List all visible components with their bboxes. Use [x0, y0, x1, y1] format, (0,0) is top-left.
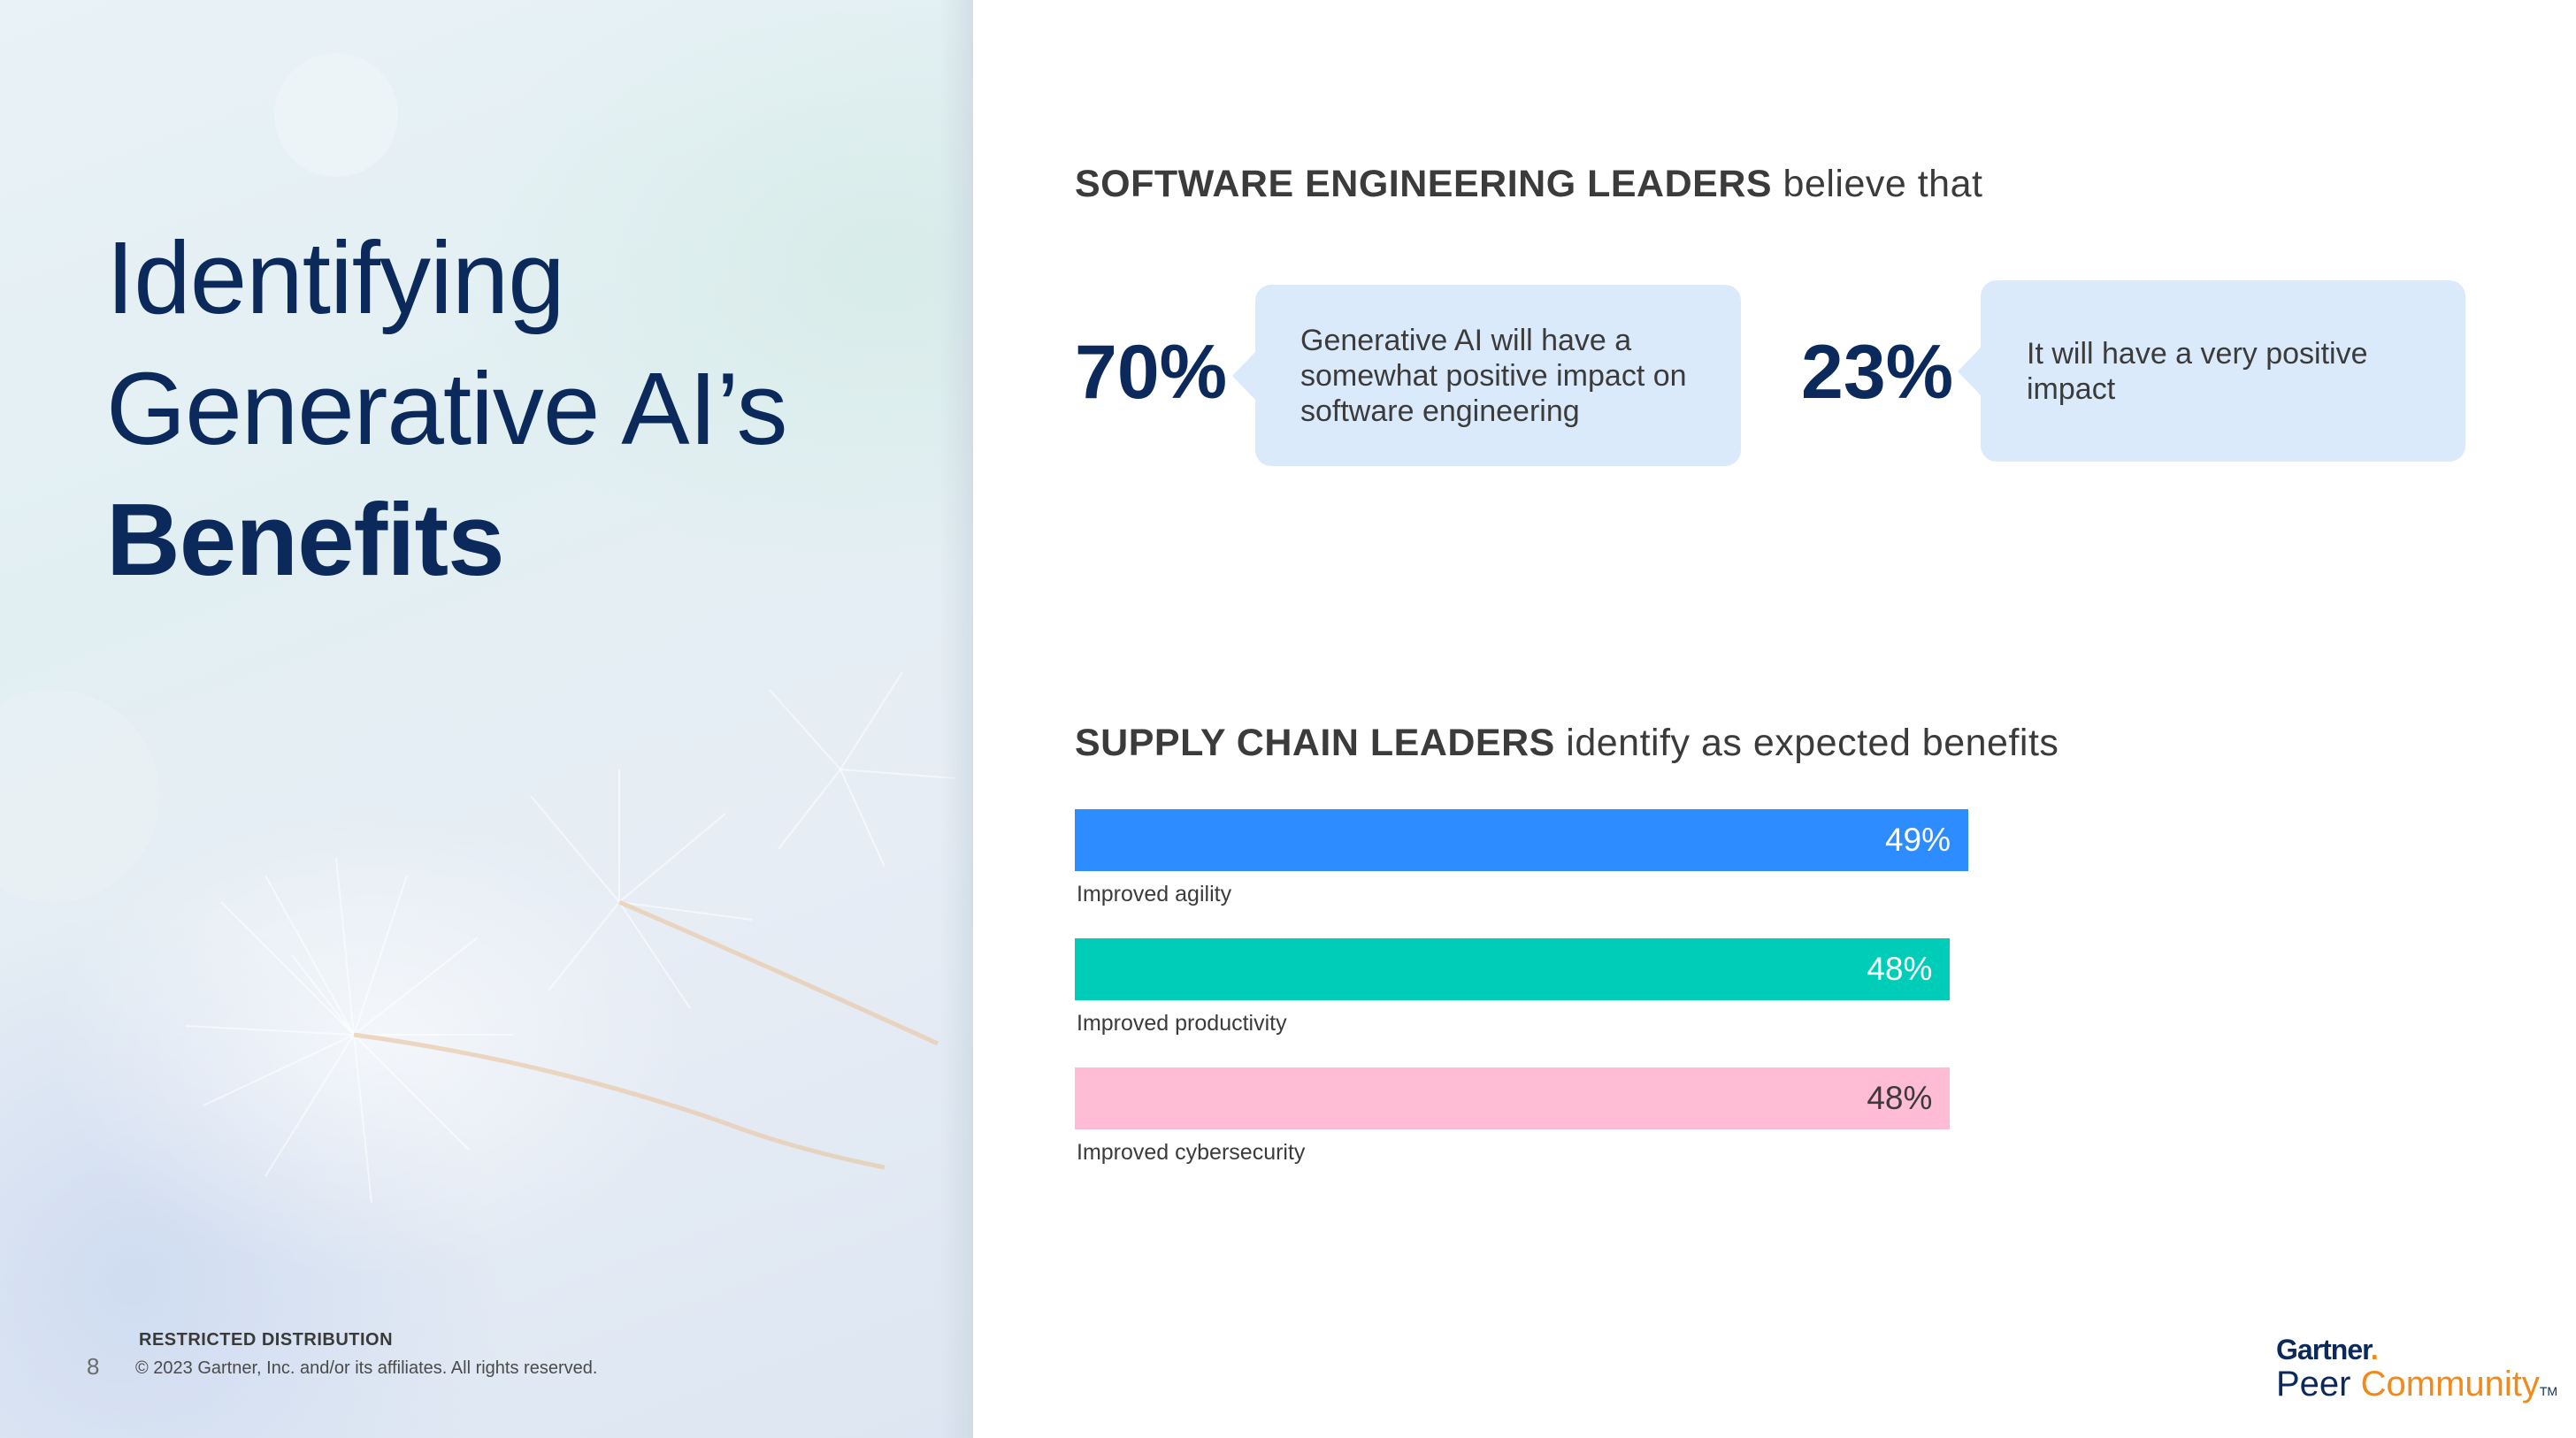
supply-heading-bold: SUPPLY CHAIN LEADERS	[1075, 722, 1555, 764]
bar-value-label-2: 48%	[1867, 951, 1933, 987]
stat-70-text: Generative AI will have a somewhat posit…	[1300, 323, 1687, 428]
title-line-1: Identifying	[106, 220, 565, 335]
bar-value-label-1: 49%	[1884, 822, 1951, 858]
bar-category-label-2: Improved productivity	[1077, 1011, 1287, 1036]
background-image-panel: Identifying Generative AI’s Benefits RES…	[0, 0, 973, 1438]
gartner-peer-community-logo: Gartner. Peer CommunityTM	[2276, 1334, 2557, 1404]
bar-3	[1075, 1067, 1951, 1129]
bar-category-label-1: Improved agility	[1077, 882, 1232, 906]
logo-gartner: Gartner.	[2276, 1334, 2557, 1366]
bar-value-label-3: 48%	[1867, 1080, 1933, 1116]
logo-peer-text: Peer	[2276, 1365, 2361, 1404]
dandelion-seed-image	[0, 53, 956, 1204]
stat-70-value: 70%	[1075, 330, 1228, 415]
software-heading-bold: SOFTWARE ENGINEERING LEADERS	[1075, 163, 1773, 205]
supply-section-heading: SUPPLY CHAIN LEADERS identify as expecte…	[1075, 722, 2058, 765]
logo-gartner-text: Gartner	[2276, 1334, 2372, 1365]
panel-edge-shade	[939, 0, 973, 1438]
software-section-heading: SOFTWARE ENGINEERING LEADERS believe tha…	[1075, 163, 1982, 206]
logo-community-text: Community	[2360, 1365, 2540, 1404]
title-line-3: Benefits	[106, 482, 505, 597]
title-line-2: Generative AI’s	[106, 351, 788, 466]
logo-peer-community: Peer CommunityTM	[2276, 1365, 2557, 1404]
benefits-bar-chart: 49% Improved agility 48% Improved productiv…	[1075, 809, 2048, 1181]
copyright-text: © 2023 Gartner, Inc. and/or its affiliat…	[135, 1358, 598, 1378]
bar-2	[1075, 938, 1951, 1000]
stat-23-text: It will have a very positive impact	[2027, 336, 2368, 406]
bar-1	[1075, 809, 1968, 871]
supply-heading-rest: identify as expected benefits	[1554, 722, 2059, 764]
stat-23-value: 23%	[1801, 330, 1954, 415]
logo-gartner-dot: .	[2370, 1334, 2379, 1365]
stat-23-callout: It will have a very positive impact	[1958, 280, 2465, 462]
software-heading-rest: believe that	[1772, 163, 1983, 205]
page-number: 8	[87, 1353, 100, 1380]
bar-category-label-3: Improved cybersecurity	[1077, 1140, 1306, 1165]
stat-70-callout: Generative AI will have a somewhat posit…	[1232, 285, 1741, 466]
logo-tm: TM	[2539, 1384, 2558, 1398]
restricted-label: RESTRICTED DISTRIBUTION	[139, 1330, 394, 1350]
slide-title: Identifying Generative AI’s Benefits	[106, 212, 902, 605]
